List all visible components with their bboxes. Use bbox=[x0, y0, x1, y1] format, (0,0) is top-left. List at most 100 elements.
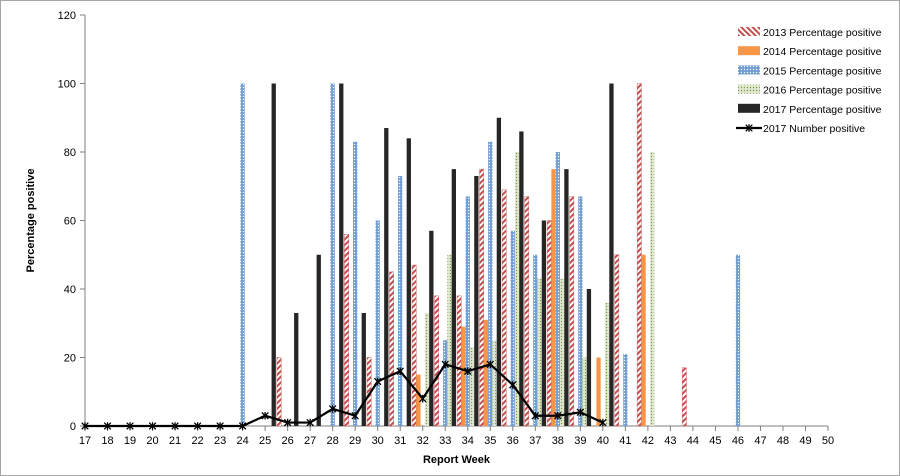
bar-2015-week-35 bbox=[488, 141, 493, 427]
bar-2017-week-40 bbox=[609, 83, 614, 426]
legend-item: 2013 Percentage positive bbox=[738, 27, 882, 39]
x-tick-label: 49 bbox=[799, 435, 811, 447]
bar-2015-week-39 bbox=[578, 196, 583, 426]
bar-2013-week-42 bbox=[636, 83, 642, 427]
bar-2016-week-32 bbox=[424, 312, 430, 426]
line-point-marker bbox=[441, 360, 450, 369]
line-point-marker bbox=[486, 360, 495, 369]
bar-marks bbox=[240, 83, 741, 427]
line-point-marker bbox=[283, 418, 292, 427]
y-axis-title: Percentage positive bbox=[25, 169, 37, 273]
bar-2016-week-42 bbox=[650, 152, 655, 426]
bar-2015-week-37 bbox=[533, 254, 538, 426]
bar-2017-week-35 bbox=[496, 117, 502, 426]
x-tick-label: 28 bbox=[327, 435, 339, 447]
bar-2013-week-31 bbox=[389, 271, 394, 427]
bar-2017-week-38 bbox=[564, 169, 569, 427]
bar-2015-week-46 bbox=[735, 254, 741, 426]
legend: 2013 Percentage positive 2014 Percentage … bbox=[736, 27, 882, 135]
bar-2017-week-26 bbox=[294, 312, 299, 426]
legend-item: 2016 Percentage positive bbox=[738, 84, 882, 97]
y-tick-label: 60 bbox=[64, 216, 76, 228]
legend-item: 2015 Percentage positive bbox=[738, 65, 882, 77]
bar-2013-week-34 bbox=[456, 295, 462, 427]
line-point-marker bbox=[216, 422, 224, 430]
line-point-marker bbox=[576, 408, 585, 417]
bar-2016-week-36 bbox=[514, 152, 520, 426]
legend-swatch bbox=[738, 27, 760, 36]
legend-label: 2017 Number positive bbox=[763, 123, 865, 135]
bar-2015-week-41 bbox=[623, 354, 628, 426]
bar-2015-week-34 bbox=[465, 196, 470, 426]
legend-swatch bbox=[738, 103, 760, 113]
x-tick-label: 21 bbox=[169, 435, 181, 447]
line-point-marker bbox=[306, 418, 314, 427]
line-2017-number-positive bbox=[85, 363, 604, 428]
bar-2015-week-30 bbox=[375, 220, 380, 426]
x-tick-label: 42 bbox=[642, 435, 654, 447]
bar-2016-week-33 bbox=[447, 254, 452, 426]
bar-2016-week-37 bbox=[537, 278, 542, 426]
plot-area: 0 20 40 60 80 100 120 17 18 19 20 21 22 23 24 25 26 27 28… bbox=[58, 10, 834, 447]
bar-2017-week-25 bbox=[271, 83, 276, 426]
bar-2017-week-27 bbox=[316, 254, 321, 426]
x-axis-title: Report Week bbox=[423, 454, 491, 466]
line-point-marker bbox=[396, 367, 404, 375]
x-tick-label: 38 bbox=[552, 435, 564, 447]
line-point-marker bbox=[509, 381, 517, 389]
y-tick-label: 80 bbox=[64, 147, 76, 159]
legend-swatch bbox=[738, 46, 760, 56]
bar-2013-week-41 bbox=[614, 254, 620, 427]
bar-2017-week-29 bbox=[361, 312, 366, 426]
line-point-marker bbox=[238, 422, 247, 430]
x-tick-label: 30 bbox=[372, 435, 384, 447]
legend-label: 2015 Percentage positive bbox=[763, 65, 882, 77]
y-tick-label: 40 bbox=[64, 284, 76, 296]
line-point-marker bbox=[599, 418, 607, 427]
x-tick-label: 23 bbox=[214, 435, 226, 447]
bar-2014-week-42 bbox=[641, 254, 646, 426]
legend-swatch bbox=[738, 84, 760, 94]
bar-2013-week-32 bbox=[411, 264, 417, 427]
bar-2016-week-35 bbox=[492, 340, 497, 427]
y-tick-label: 100 bbox=[58, 79, 76, 91]
bar-2017-week-33 bbox=[451, 169, 456, 427]
x-tick-label: 17 bbox=[79, 435, 91, 447]
y-axis-ticks: 0 20 40 60 80 100 120 bbox=[58, 10, 85, 433]
x-tick-label: 43 bbox=[664, 435, 676, 447]
bar-2013-week-35 bbox=[479, 168, 485, 427]
x-tick-label: 20 bbox=[146, 435, 158, 447]
line-point-marker bbox=[554, 411, 562, 420]
x-tick-label: 36 bbox=[507, 435, 519, 447]
legend-label: 2014 Percentage positive bbox=[763, 46, 882, 58]
x-tick-label: 46 bbox=[732, 435, 744, 447]
x-tick-label: 47 bbox=[754, 435, 766, 447]
bar-2016-week-40 bbox=[605, 302, 610, 426]
y-tick-label: 20 bbox=[64, 353, 76, 365]
x-tick-label: 18 bbox=[101, 435, 113, 447]
bar-2013-week-39 bbox=[569, 196, 575, 427]
x-tick-label: 26 bbox=[282, 435, 294, 447]
line-point-marker bbox=[81, 422, 89, 430]
x-tick-label: 50 bbox=[822, 435, 834, 447]
bar-2017-week-30 bbox=[384, 128, 389, 426]
legend-label: 2013 Percentage positive bbox=[763, 27, 882, 39]
x-tick-label: 40 bbox=[597, 435, 609, 447]
line-point-marker bbox=[148, 422, 157, 430]
bar-2017-week-37 bbox=[541, 220, 547, 426]
x-tick-label: 44 bbox=[687, 435, 699, 447]
bar-2017-week-28 bbox=[339, 83, 344, 426]
bar-2016-week-34 bbox=[469, 347, 475, 426]
x-tick-label: 34 bbox=[462, 435, 474, 447]
bar-2017-week-34 bbox=[474, 175, 479, 426]
line-marks bbox=[81, 360, 607, 430]
line-point-marker bbox=[171, 422, 179, 430]
x-tick-label: 27 bbox=[304, 435, 316, 447]
bar-2016-week-39 bbox=[582, 357, 587, 426]
x-tick-label: 22 bbox=[191, 435, 203, 447]
bar-2015-week-29 bbox=[353, 141, 358, 427]
legend-item: 2014 Percentage positive bbox=[738, 46, 882, 58]
bar-2014-week-38 bbox=[551, 169, 556, 427]
bar-2013-week-36 bbox=[501, 189, 507, 427]
